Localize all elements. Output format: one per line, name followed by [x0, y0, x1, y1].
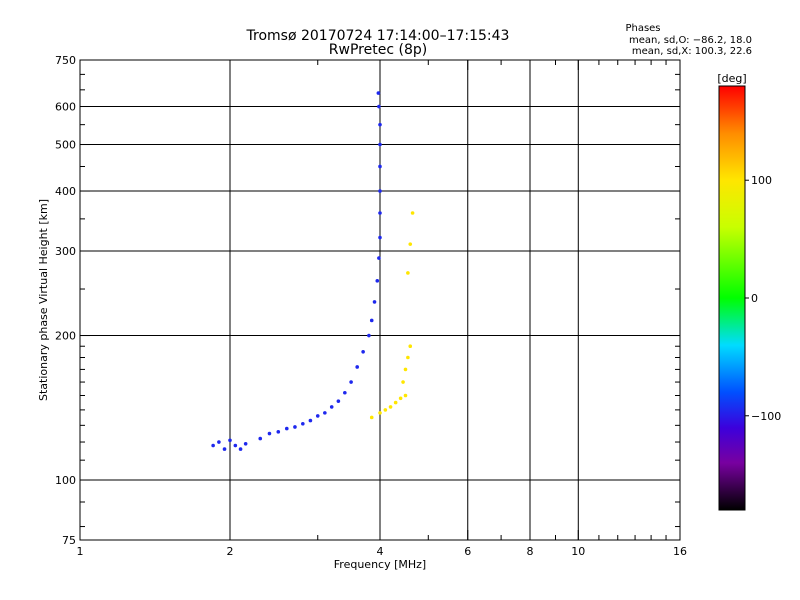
colorbar-tick-label: 0 [751, 292, 758, 305]
y-tick-label: 600 [55, 101, 76, 114]
y-axis-title: Stationary phase Virtual Height [km] [37, 199, 50, 401]
data-point [228, 438, 232, 443]
data-point [372, 300, 377, 304]
y-tick-label: 75 [62, 534, 76, 547]
data-point [301, 421, 305, 426]
data-point [377, 104, 381, 109]
points [211, 91, 415, 451]
data-point [293, 425, 297, 429]
x-tick-label: 10 [571, 545, 585, 558]
data-point [401, 380, 405, 384]
colorbar: [deg] 100 0 −100 [717, 72, 781, 511]
data-point [369, 415, 374, 420]
x-tick-label: 8 [527, 545, 534, 558]
y-tick-label: 200 [55, 330, 76, 343]
data-point [377, 256, 381, 260]
data-point [211, 443, 215, 448]
data-point [378, 211, 382, 215]
stats-line-o: mean, sd,O: −86.2, 18.0 [629, 35, 752, 46]
data-point [336, 399, 341, 403]
x-axis-title: Frequency [MHz] [334, 558, 426, 571]
axes-ticks: 1 2 4 6 8 10 16 75 100 200 300 400 500 600 750 [55, 54, 687, 558]
data-point [315, 414, 320, 418]
data-point [403, 393, 408, 398]
data-point [378, 142, 382, 147]
y-tick-label: 400 [55, 185, 76, 198]
data-point [383, 408, 388, 412]
data-point [378, 164, 382, 169]
data-point [276, 430, 281, 434]
chart-title: Tromsø 20170724 17:14:00–17:15:43 [246, 28, 510, 44]
stats-header: Phases [625, 23, 660, 34]
grid [80, 60, 680, 540]
colorbar-tick-label: −100 [751, 410, 781, 423]
data-point [267, 431, 272, 436]
data-point [378, 189, 382, 193]
data-point [367, 333, 371, 338]
data-point [238, 447, 243, 451]
data-point [403, 367, 408, 372]
stats-line-x: mean, sd,X: 100.3, 22.6 [632, 46, 752, 57]
data-point [361, 349, 365, 354]
data-point [308, 418, 313, 423]
x-tick-label: 6 [464, 545, 471, 558]
data-point [406, 271, 410, 275]
x-tick-label: 4 [377, 545, 384, 558]
x-tick-label: 16 [673, 545, 687, 558]
data-point [378, 235, 382, 240]
data-point [408, 242, 413, 246]
y-tick-label: 300 [55, 245, 76, 258]
data-point [222, 447, 227, 451]
data-point [408, 344, 413, 349]
y-tick-label: 100 [55, 474, 76, 487]
data-point [375, 279, 380, 283]
colorbar-gradient [718, 85, 746, 511]
data-point [388, 405, 393, 409]
data-point [284, 426, 289, 431]
data-point [410, 211, 415, 215]
data-point [258, 436, 263, 441]
data-point [243, 441, 248, 446]
data-point [329, 405, 334, 409]
data-point [323, 411, 327, 415]
data-point [378, 411, 382, 415]
data-point [376, 91, 381, 95]
y-tick-label: 750 [55, 54, 76, 67]
data-point [406, 355, 410, 360]
data-point [398, 396, 403, 401]
data-point [349, 380, 353, 384]
data-point [393, 400, 398, 405]
data-point [369, 318, 374, 323]
x-tick-label: 2 [227, 545, 234, 558]
colorbar-label: [deg] [717, 72, 746, 85]
data-point [233, 443, 238, 448]
colorbar-tick-label: 100 [751, 174, 772, 187]
chart-subtitle: RwPretec (8p) [329, 42, 427, 58]
x-tick-label: 1 [77, 545, 84, 558]
data-point [217, 440, 221, 444]
data-point [343, 390, 347, 395]
data-point [355, 365, 359, 369]
data-point [378, 122, 382, 127]
y-tick-label: 500 [55, 139, 76, 152]
labels: Tromsø 20170724 17:14:00–17:15:43RwPrete… [37, 23, 752, 571]
